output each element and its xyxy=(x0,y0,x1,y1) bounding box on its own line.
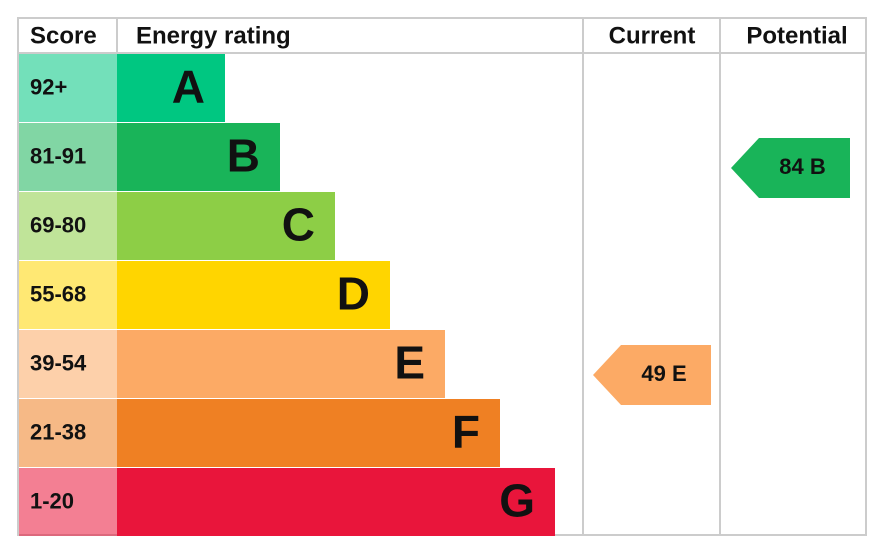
band-bar xyxy=(117,399,500,467)
band-letter: A xyxy=(172,61,205,113)
band-score: 21-38 xyxy=(30,419,86,444)
band-score: 92+ xyxy=(30,74,67,99)
header-energy: Energy rating xyxy=(136,22,291,49)
score-cell xyxy=(19,261,117,329)
band-score: 1-20 xyxy=(30,488,74,513)
band-score: 55-68 xyxy=(30,281,86,306)
band-bar xyxy=(117,330,445,398)
header-score: Score xyxy=(30,22,97,49)
band-bar xyxy=(117,468,555,536)
potential-arrow xyxy=(731,138,850,198)
header-potential: Potential xyxy=(746,22,847,49)
band-score: 39-54 xyxy=(30,350,87,375)
band-letter: C xyxy=(282,199,315,251)
band-letter: B xyxy=(227,130,260,182)
band-score: 81-91 xyxy=(30,143,86,168)
header-current: Current xyxy=(609,22,696,49)
band-bar xyxy=(117,54,225,122)
score-cell xyxy=(19,192,117,260)
current-arrow xyxy=(593,345,711,405)
band-score: 69-80 xyxy=(30,212,86,237)
score-cell xyxy=(19,468,117,536)
score-cell xyxy=(19,54,117,122)
band-bar xyxy=(117,261,390,329)
band-letter: F xyxy=(452,406,480,458)
current-label: 49 E xyxy=(641,361,686,386)
band-letter: G xyxy=(499,475,535,527)
score-cell xyxy=(19,330,117,398)
score-cell xyxy=(19,123,117,191)
potential-label: 84 B xyxy=(779,154,825,179)
band-letter: D xyxy=(337,268,370,320)
band-bar xyxy=(117,123,280,191)
score-cell xyxy=(19,399,117,467)
band-bar xyxy=(117,192,335,260)
band-letter: E xyxy=(394,337,425,389)
